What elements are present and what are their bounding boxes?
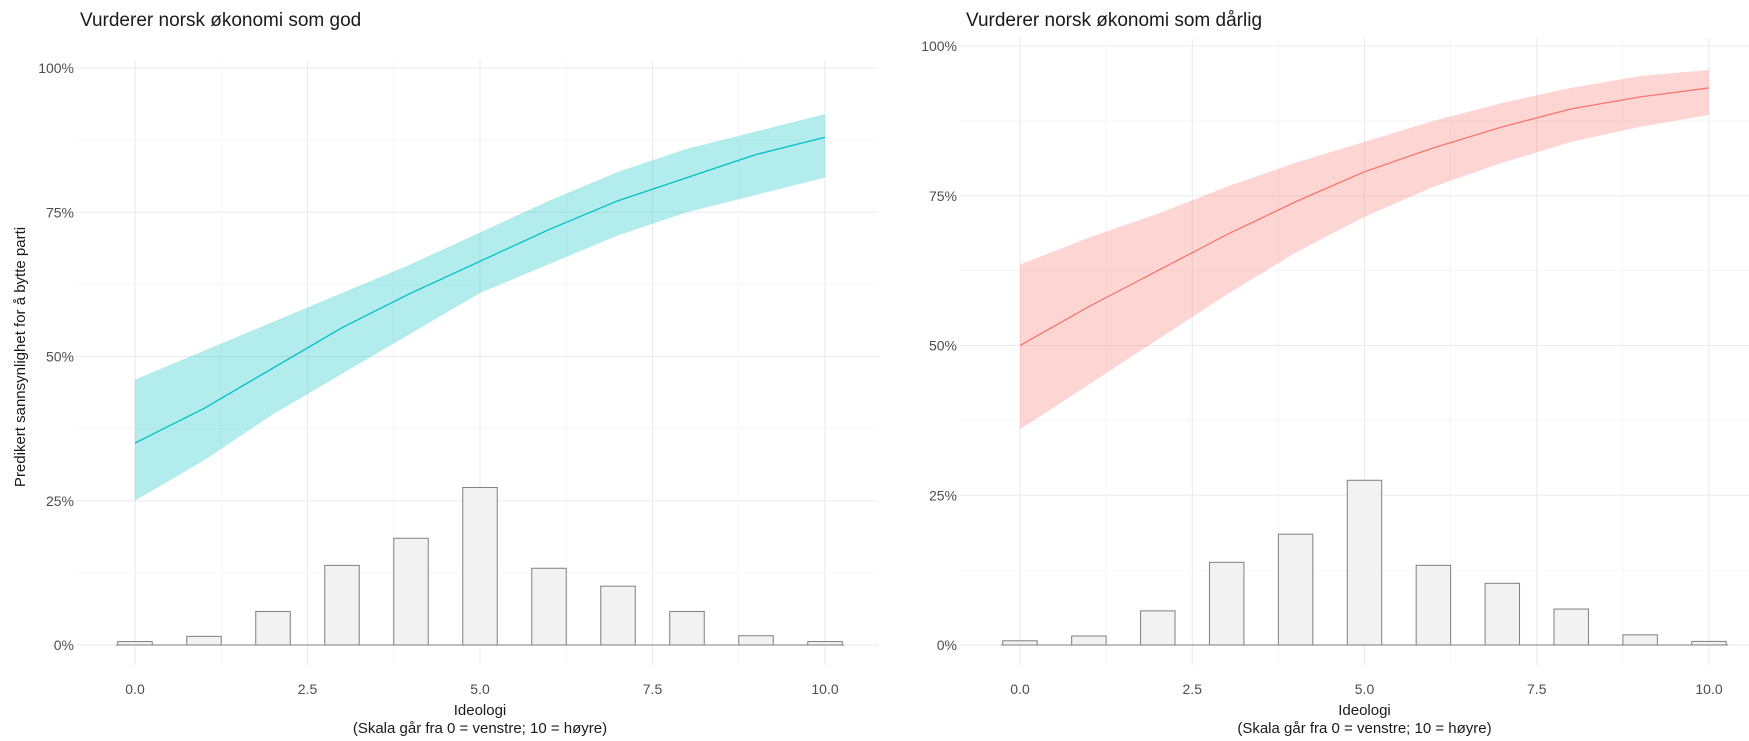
y-tick-label: 0% [54, 637, 74, 653]
y-tick-label: 50% [46, 349, 74, 365]
histogram-bar [255, 611, 291, 646]
histogram-bar [1622, 634, 1658, 646]
histogram-bar [1140, 610, 1176, 646]
histogram-bar [1415, 564, 1452, 646]
x-axis-label: Ideologi [1338, 702, 1391, 719]
confidence-band [135, 114, 825, 501]
histogram-bar [531, 567, 567, 646]
prediction-line [134, 136, 826, 444]
x-axis-label: Ideologi [454, 702, 507, 719]
x-axis-sublabel: (Skala går fra 0 = venstre; 10 = høyre) [353, 720, 607, 737]
y-tick-label: 75% [46, 204, 74, 220]
y-tick-label: 100% [38, 60, 74, 76]
x-tick-label: 0.0 [125, 681, 145, 697]
x-tick-label: 5.0 [1355, 681, 1375, 697]
y-tick-label: 100% [921, 38, 957, 54]
histogram-bar [1071, 635, 1107, 646]
panel-bad-economy: 0% 25% 50% 75% 100% 0.0 2.5 5.0 7.5 10.0 Ideologi(… [921, 10, 1749, 737]
histogram-bar [393, 537, 429, 646]
x-tick-label: 10.0 [811, 681, 838, 697]
histogram-bar [1484, 582, 1521, 646]
histogram-bar [1346, 479, 1383, 646]
y-axis-label: Predikert sannsynlighet for å bytte part… [12, 227, 29, 487]
histogram [115, 486, 845, 646]
histogram-bar [324, 564, 360, 646]
histogram-bar [1002, 640, 1038, 646]
y-tick-label: 0% [937, 637, 957, 653]
histogram-bar [1691, 640, 1727, 646]
histogram-bar [1277, 533, 1314, 646]
x-tick-label: 10.0 [1695, 681, 1722, 697]
histogram-bar [669, 611, 705, 646]
panel-title: Vurderer norsk økonomi som dårlig [966, 10, 1262, 31]
x-axis-sublabel: (Skala går fra 0 = venstre; 10 = høyre) [1237, 720, 1491, 737]
histogram-bar [738, 635, 774, 646]
x-tick-label: 0.0 [1010, 681, 1030, 697]
panel-good-economy: 0% 25% 50% 75% 100% 0.0 2.5 5.0 7.5 10.0 Ideologi(… [38, 10, 878, 737]
histogram-bar [1208, 561, 1245, 646]
prediction-line [1019, 87, 1710, 347]
histogram-bar [600, 585, 636, 646]
histogram-bar [1553, 608, 1589, 646]
y-tick-label: 25% [929, 487, 957, 503]
histogram-bar [186, 635, 222, 646]
x-tick-label: 2.5 [298, 681, 318, 697]
histogram-bar [462, 486, 498, 646]
x-tick-label: 2.5 [1183, 681, 1203, 697]
y-tick-label: 25% [46, 493, 74, 509]
x-tick-label: 5.0 [470, 681, 490, 697]
panel-title: Vurderer norsk økonomi som god [80, 10, 361, 31]
histogram [1000, 479, 1729, 646]
y-tick-label: 50% [929, 338, 957, 354]
histogram-bar [807, 641, 843, 646]
x-tick-label: 7.5 [1527, 681, 1547, 697]
x-tick-label: 7.5 [643, 681, 663, 697]
histogram-bar [117, 641, 153, 646]
confidence-band [1020, 69, 1709, 430]
y-tick-label: 75% [929, 188, 957, 204]
